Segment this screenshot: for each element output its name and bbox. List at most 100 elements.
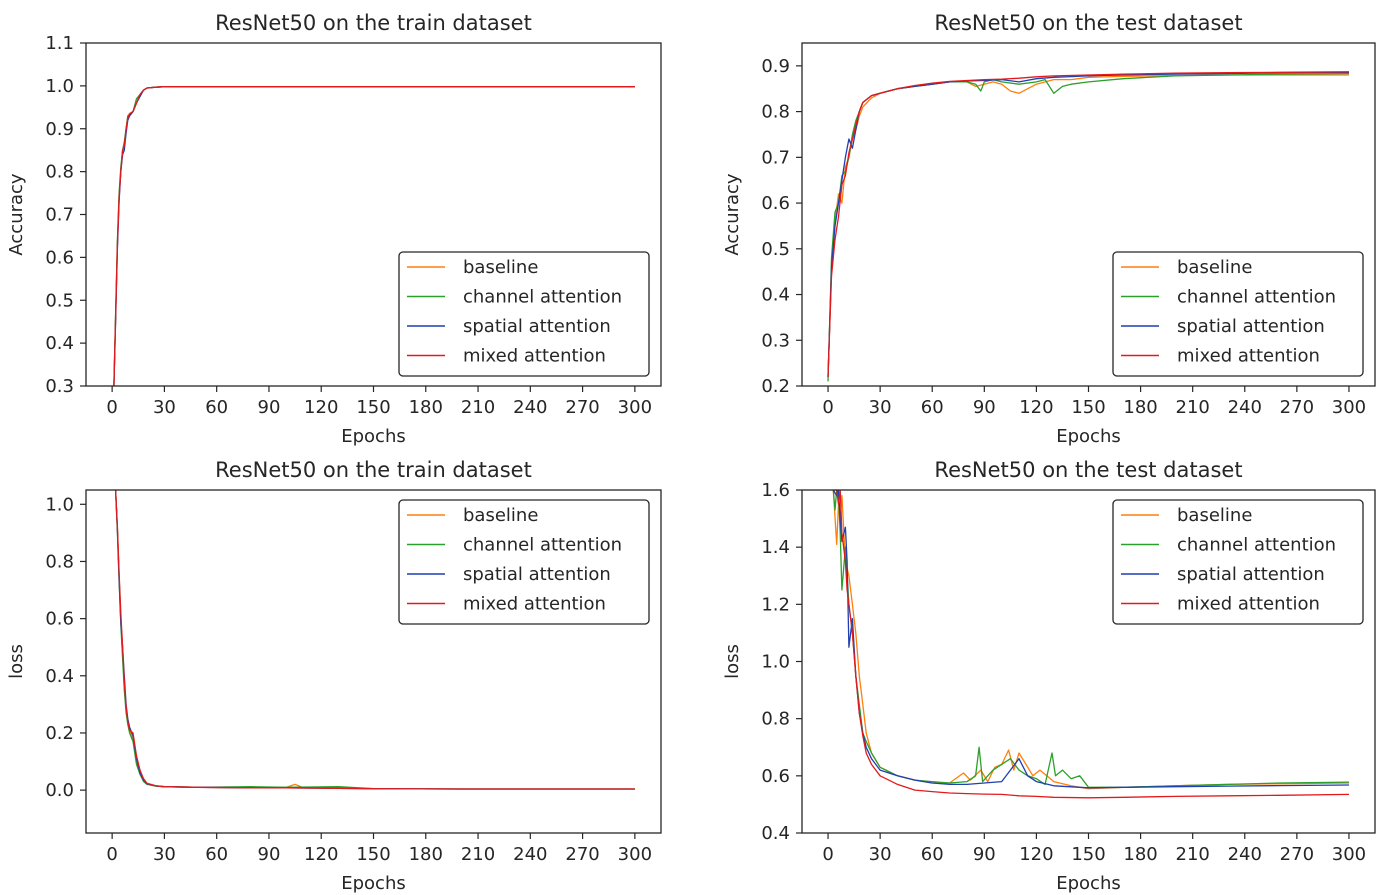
x-tick-label: 120	[1019, 397, 1053, 418]
x-tick-label: 270	[565, 397, 599, 418]
x-tick-label: 240	[513, 397, 547, 418]
legend-label-1: baseline	[1177, 257, 1252, 278]
series-group	[827, 71, 1350, 382]
x-tick-label: 150	[1071, 844, 1105, 865]
x-tick-label: 90	[258, 397, 281, 418]
x-tick-label: 270	[1280, 397, 1314, 418]
legend-box	[1112, 499, 1364, 625]
y-tick-label: 0.6	[45, 609, 74, 630]
y-tick-label: 0.3	[761, 330, 790, 351]
x-tick-label: 120	[1019, 844, 1053, 865]
legend-label-3: spatial attention	[463, 316, 611, 337]
x-tick-label: 270	[1280, 844, 1314, 865]
series-line-4	[113, 86, 635, 386]
y-tick-label: 0.4	[761, 285, 790, 306]
y-axis-label: loss	[722, 644, 743, 679]
y-tick-label: 0.3	[45, 376, 74, 397]
legend-box	[398, 499, 650, 625]
x-tick-label: 60	[205, 844, 228, 865]
legend-label-4: mixed attention	[1177, 346, 1320, 367]
y-axis-label: loss	[6, 644, 27, 679]
x-tick-label: 300	[1332, 397, 1366, 418]
legend-label-3: spatial attention	[1177, 564, 1325, 585]
series-group	[113, 86, 635, 386]
x-tick-label: 30	[153, 844, 176, 865]
series-line-4	[833, 490, 1350, 799]
series-line-1	[832, 490, 1350, 790]
x-tick-label: 30	[153, 397, 176, 418]
y-tick-label: 0.9	[761, 56, 790, 77]
legend-label-1: baseline	[1177, 505, 1252, 526]
y-tick-label: 1.2	[761, 594, 790, 615]
legend: baseline channel attention spatial attenti…	[398, 499, 650, 625]
y-tick-label: 0.7	[761, 147, 790, 168]
chart-title: ResNet50 on the train dataset	[215, 458, 532, 482]
legend: baseline channel attention spatial attenti…	[398, 251, 650, 377]
legend-label-1: baseline	[463, 505, 538, 526]
y-tick-label: 0.6	[45, 247, 74, 268]
x-tick-label: 300	[618, 397, 652, 418]
x-tick-label: 240	[1228, 397, 1262, 418]
y-tick-label: 1.4	[761, 537, 790, 558]
x-tick-label: 30	[869, 844, 892, 865]
x-tick-label: 90	[973, 844, 996, 865]
y-tick-label: 0.0	[45, 780, 74, 801]
y-tick-label: 1.6	[761, 480, 790, 501]
series-group	[114, 490, 635, 790]
legend-label-1: baseline	[463, 257, 538, 278]
x-tick-label: 210	[1176, 397, 1210, 418]
x-tick-label: 120	[304, 397, 338, 418]
y-tick-label: 1.0	[45, 76, 74, 97]
y-tick-label: 1.1	[45, 33, 74, 54]
legend-label-2: channel attention	[1177, 535, 1336, 556]
x-tick-label: 90	[258, 844, 281, 865]
x-tick-label: 150	[356, 844, 390, 865]
x-tick-label: 60	[205, 397, 228, 418]
y-tick-label: 0.7	[45, 205, 74, 226]
x-axis-label: Epochs	[341, 873, 406, 894]
x-tick-label: 60	[921, 844, 944, 865]
x-tick-label: 150	[356, 397, 390, 418]
x-tick-label: 0	[822, 844, 833, 865]
x-tick-label: 240	[513, 844, 547, 865]
x-tick-label: 240	[1228, 844, 1262, 865]
chart-panel-2: 0 30 60 90 120 150 180 210 240 270 300 0.2 0.3 0.4 0.5…	[722, 11, 1376, 447]
y-tick-label: 0.6	[761, 766, 790, 787]
chart-title: ResNet50 on the train dataset	[215, 11, 532, 35]
y-tick-label: 0.6	[761, 193, 790, 214]
y-tick-label: 0.5	[45, 290, 74, 311]
y-axis-label: Accuracy	[722, 173, 743, 256]
x-axis-label: Epochs	[1056, 426, 1121, 447]
series-line-3	[832, 490, 1350, 789]
chart-title: ResNet50 on the test dataset	[934, 11, 1242, 35]
legend-label-3: spatial attention	[1177, 316, 1325, 337]
y-tick-label: 1.0	[45, 494, 74, 515]
x-tick-label: 180	[409, 844, 443, 865]
y-tick-label: 0.8	[45, 162, 74, 183]
series-line-4	[827, 71, 1350, 377]
y-axis-label: Accuracy	[6, 173, 27, 256]
x-tick-label: 90	[973, 397, 996, 418]
x-tick-label: 0	[106, 844, 117, 865]
x-tick-label: 0	[822, 397, 833, 418]
x-tick-label: 300	[1332, 844, 1366, 865]
x-tick-label: 120	[304, 844, 338, 865]
x-tick-label: 210	[461, 397, 495, 418]
legend: baseline channel attention spatial attenti…	[1112, 499, 1364, 625]
series-group	[832, 490, 1350, 799]
chart-panel-3: 0 30 60 90 120 150 180 210 240 270 300 0.0 0.2 0.4 0.6…	[6, 458, 662, 894]
x-tick-label: 0	[106, 397, 117, 418]
legend-label-4: mixed attention	[463, 594, 606, 615]
legend-box	[398, 251, 650, 377]
y-tick-label: 0.5	[761, 239, 790, 260]
legend-label-4: mixed attention	[1177, 594, 1320, 615]
legend-box	[1112, 251, 1364, 377]
x-axis-label: Epochs	[341, 426, 406, 447]
x-tick-label: 300	[618, 844, 652, 865]
x-tick-label: 210	[461, 844, 495, 865]
chart-title: ResNet50 on the test dataset	[934, 458, 1242, 482]
x-tick-label: 150	[1071, 397, 1105, 418]
x-tick-label: 180	[1123, 844, 1157, 865]
chart-panel-1: 0 30 60 90 120 150 180 210 240 270 300 0.3 0.4 0.5 0.6…	[6, 11, 662, 447]
